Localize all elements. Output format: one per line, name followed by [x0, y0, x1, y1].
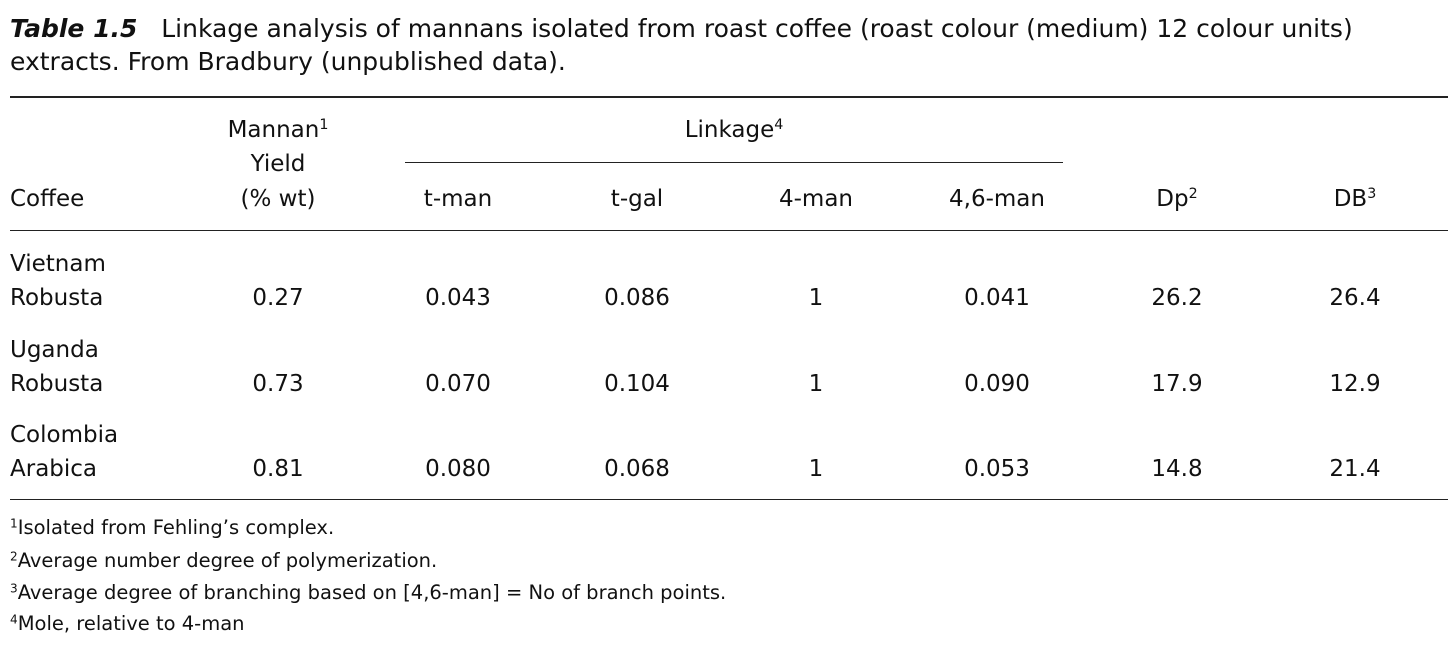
caption-label: Table 1.5 [10, 14, 138, 43]
cell: 1 [808, 371, 824, 397]
cell: 1 [808, 456, 824, 482]
cell: 0.090 [964, 371, 1030, 397]
footnote: 3Average degree of branching based on [4… [10, 581, 726, 605]
header-column: 4,6-man [949, 186, 1045, 212]
footnote-text: Average degree of branching based on [4,… [17, 581, 727, 604]
header-column: 4-man [778, 186, 853, 212]
cell: 0.080 [425, 456, 491, 482]
row-coffee: Arabica [10, 456, 98, 482]
row-coffee: Vietnam [10, 251, 106, 277]
header-column: t-man [423, 186, 493, 212]
linkage-rule [405, 162, 1063, 163]
bottom-rule [10, 499, 1448, 500]
caption-text: Linkage analysis of mannans isolated fro… [10, 14, 1353, 76]
row-coffee: Uganda [10, 337, 99, 363]
cell: 0.043 [425, 285, 491, 311]
header-db: DB3 [1245, 185, 1455, 213]
header-mannan-line: Yield [250, 151, 306, 177]
footnote-mark: 1 [10, 516, 18, 531]
cell: 0.053 [964, 456, 1030, 482]
footnote-text: Mole, relative to 4-man [17, 612, 245, 635]
footnote-text: Average number degree of polymerization. [17, 549, 438, 572]
cell: 0.070 [425, 371, 491, 397]
cell: 26.2 [1151, 285, 1203, 311]
header-dp: Dp2 [1067, 185, 1287, 213]
top-rule [10, 96, 1448, 98]
footnote-mark: 3 [10, 581, 18, 596]
cell: 0.81 [252, 456, 304, 482]
caption: Table 1.5 Linkage analysis of mannans is… [10, 12, 1450, 78]
header-linkage-text: Linkage [684, 117, 775, 143]
cell: 0.086 [604, 285, 670, 311]
cell: 14.8 [1151, 456, 1203, 482]
header-db-sup: 3 [1367, 186, 1377, 203]
footnote: 1Isolated from Fehling’s complex. [10, 516, 334, 540]
header-db-text: DB [1333, 186, 1368, 212]
header-linkage: Linkage4 [624, 116, 844, 144]
cell: 21.4 [1329, 456, 1381, 482]
cell: 0.041 [964, 285, 1030, 311]
header-dp-text: Dp [1156, 186, 1189, 212]
header-mannan-text: Mannan [227, 117, 320, 143]
cell: 17.9 [1151, 371, 1203, 397]
header-rule [10, 230, 1448, 231]
cell: 0.104 [604, 371, 670, 397]
cell: 26.4 [1329, 285, 1381, 311]
cell: 1 [808, 285, 824, 311]
cell: 0.068 [604, 456, 670, 482]
header-dp-sup: 2 [1188, 186, 1198, 203]
header-column: t-gal [610, 186, 664, 212]
footnote-mark: 4 [10, 612, 18, 627]
footnote: 4Mole, relative to 4-man [10, 612, 245, 636]
cell: 0.73 [252, 371, 304, 397]
header-linkage-sup: 4 [774, 117, 784, 134]
row-coffee: Robusta [10, 285, 104, 311]
row-coffee: Robusta [10, 371, 104, 397]
footnote-mark: 2 [10, 549, 18, 564]
header-mannan-sup: 1 [319, 117, 329, 134]
cell: 0.27 [252, 285, 304, 311]
cell: 12.9 [1329, 371, 1381, 397]
row-coffee: Colombia [10, 422, 119, 448]
footnote: 2Average number degree of polymerization… [10, 549, 437, 573]
footnote-text: Isolated from Fehling’s complex. [17, 516, 335, 539]
header-coffee: Coffee [10, 186, 85, 212]
header-mannan-line: (% wt) [240, 186, 316, 212]
header-mannan: Mannan1 [168, 116, 388, 144]
